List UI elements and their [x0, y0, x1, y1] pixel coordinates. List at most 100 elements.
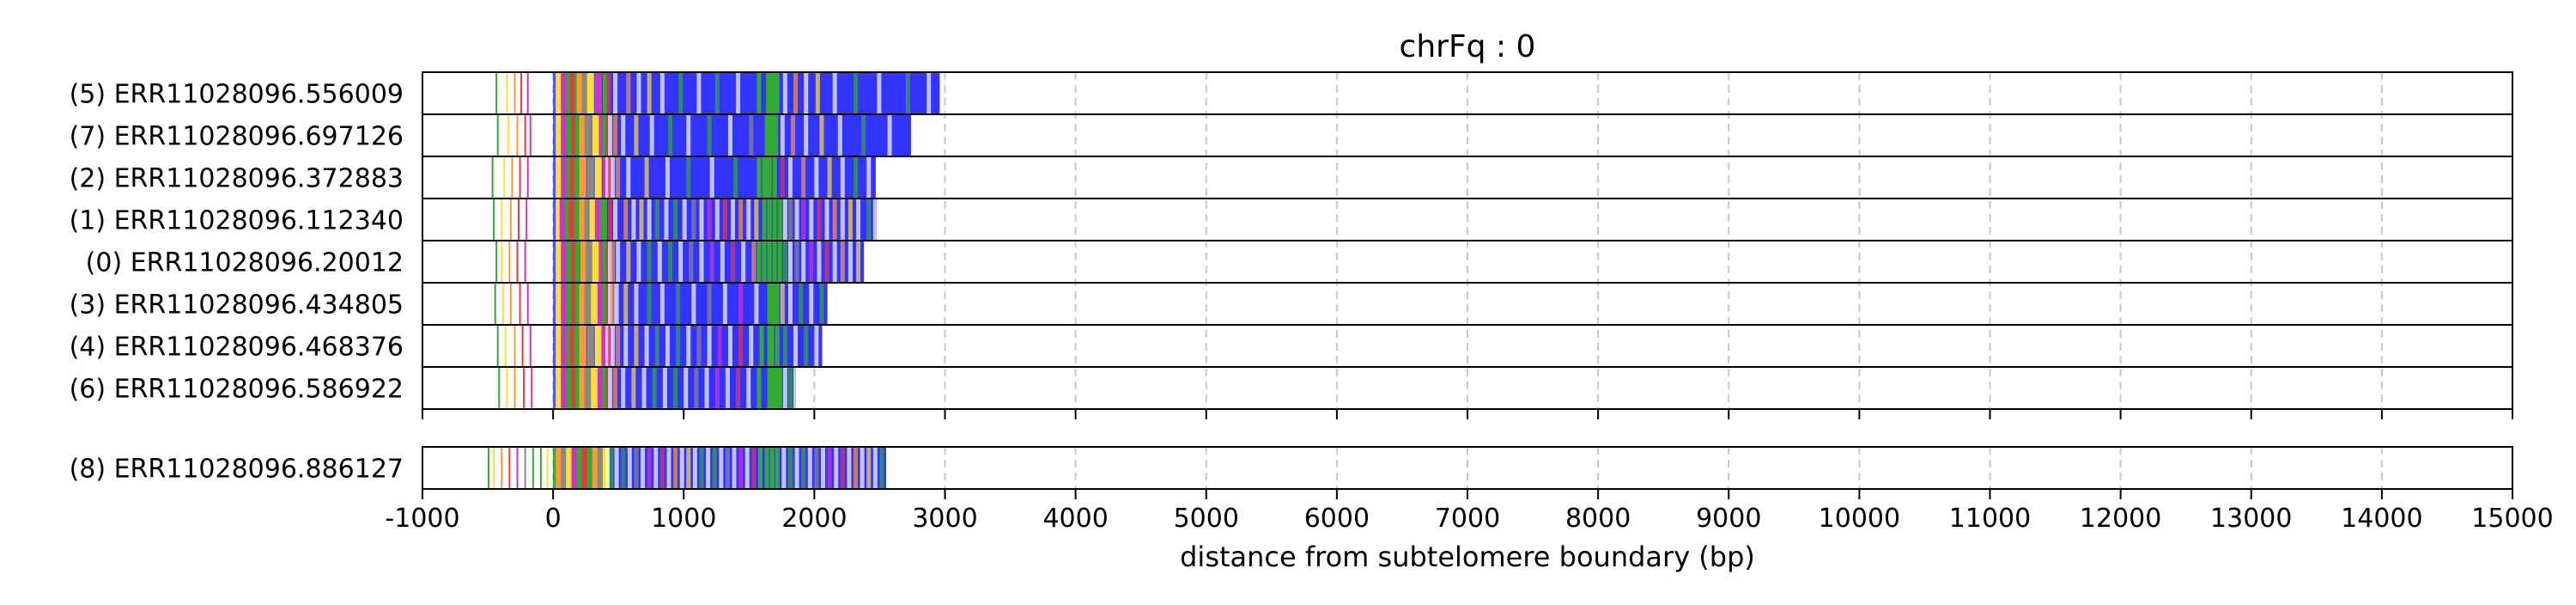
- variant-stripe: [586, 73, 594, 113]
- variant-stripe: [777, 368, 782, 408]
- variant-stripe: [736, 73, 741, 113]
- variant-stripe: [581, 448, 589, 488]
- variant-stripe: [608, 199, 613, 240]
- variant-stripe: [602, 73, 607, 113]
- variant-stripe: [644, 157, 649, 198]
- variant-stripe: [673, 199, 678, 240]
- variant-stripe: [488, 448, 490, 488]
- variant-stripe: [775, 284, 780, 324]
- variant-stripe: [659, 448, 665, 488]
- variant-stripe: [707, 326, 712, 366]
- variant-stripe: [506, 368, 508, 408]
- variant-stripe: [683, 368, 689, 408]
- x-tick-label: 5000: [1174, 504, 1239, 534]
- variant-stripe: [501, 241, 503, 282]
- variant-stripe: [639, 199, 644, 240]
- variant-stripe: [526, 73, 529, 113]
- variant-stripe: [501, 199, 503, 240]
- variant-stripe: [840, 157, 845, 198]
- variant-stripe: [513, 326, 516, 366]
- x-tick-label: 10000: [1819, 504, 1900, 534]
- variant-stripe: [571, 448, 579, 488]
- variant-stripe: [511, 157, 513, 198]
- x-tick-label: 3000: [912, 504, 977, 534]
- variant-stripe: [569, 326, 577, 366]
- variant-stripe: [591, 368, 598, 408]
- x-tick-label: 15000: [2471, 504, 2553, 534]
- variant-stripe: [673, 368, 678, 408]
- variant-stripe: [493, 199, 495, 240]
- variant-stripe: [679, 448, 684, 488]
- variant-stripe: [767, 157, 772, 198]
- variant-stripe: [817, 241, 822, 282]
- variant-stripe: [524, 448, 526, 488]
- variant-stripe: [561, 284, 568, 324]
- variant-stripe: [601, 326, 606, 366]
- variant-stripe: [503, 157, 506, 198]
- variant-stripe: [782, 73, 787, 113]
- variant-stripe: [574, 368, 582, 408]
- variant-stripe: [599, 199, 607, 240]
- variant-stripe: [574, 241, 582, 282]
- read-label: (1) ERR11028096.112340: [70, 206, 404, 236]
- variant-stripe: [605, 157, 610, 198]
- variant-stripe: [571, 241, 579, 282]
- variant-stripe: [513, 73, 516, 113]
- telomere-repeat-bar: [601, 157, 876, 198]
- variant-stripe: [782, 199, 787, 240]
- variant-stripe: [507, 115, 509, 156]
- variant-stripe: [840, 448, 845, 488]
- variant-stripe: [574, 199, 581, 240]
- variant-stripe: [815, 73, 820, 113]
- variant-stripe: [516, 115, 519, 156]
- variant-stripe: [787, 199, 793, 240]
- variant-stripe: [501, 284, 504, 324]
- variant-stripe: [809, 241, 814, 282]
- variant-stripe: [827, 157, 832, 198]
- variant-stripe: [608, 115, 613, 156]
- variant-stripe: [767, 326, 772, 366]
- variant-stripe: [887, 115, 892, 156]
- variant-stripe: [584, 199, 592, 240]
- variant-stripe: [772, 284, 777, 324]
- variant-stripe: [566, 448, 574, 488]
- variant-stripe: [564, 199, 572, 240]
- x-tick-label: 11000: [1949, 504, 2031, 534]
- variant-stripe: [579, 157, 586, 198]
- variant-stripe: [509, 199, 512, 240]
- variant-stripe: [676, 326, 681, 366]
- variant-stripe: [586, 326, 594, 366]
- variant-stripe: [647, 73, 652, 113]
- variant-stripe: [756, 157, 762, 198]
- variant-stripe: [605, 448, 610, 488]
- variant-stripe: [717, 326, 722, 366]
- variant-stripe: [769, 368, 775, 408]
- variant-stripe: [623, 199, 629, 240]
- variant-stripe: [613, 73, 618, 113]
- variant-stripe: [556, 284, 563, 324]
- variant-stripe: [556, 157, 563, 198]
- variant-stripe: [775, 73, 780, 113]
- variant-stripe: [832, 241, 837, 282]
- variant-stripe: [571, 368, 579, 408]
- x-tick-label: 9000: [1696, 504, 1761, 534]
- variant-stripe: [787, 448, 793, 488]
- variant-stripe: [814, 157, 819, 198]
- variant-stripe: [860, 448, 865, 488]
- variant-stripe: [498, 368, 501, 408]
- variant-stripe: [774, 368, 779, 408]
- variant-stripe: [611, 241, 616, 282]
- variant-stripe: [691, 284, 696, 324]
- variant-stripe: [787, 284, 793, 324]
- variant-stripe: [762, 199, 767, 240]
- variant-stripe: [634, 115, 639, 156]
- variant-stripe: [594, 199, 602, 240]
- variant-stripe: [636, 73, 641, 113]
- variant-stripe: [519, 157, 521, 198]
- variant-stripe: [856, 241, 861, 282]
- variant-stripe: [799, 284, 804, 324]
- variant-stripe: [738, 448, 744, 488]
- variant-stripe: [662, 368, 667, 408]
- variant-stripe: [866, 448, 872, 488]
- variant-stripe: [704, 368, 709, 408]
